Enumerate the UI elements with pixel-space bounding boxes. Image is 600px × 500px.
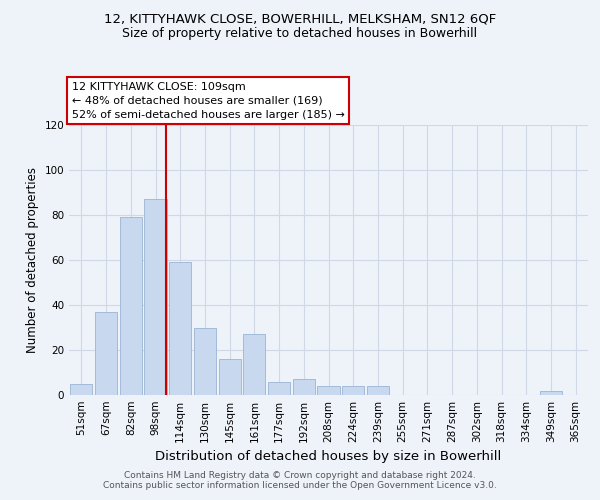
- Bar: [293, 379, 315, 395]
- Bar: [317, 386, 340, 395]
- X-axis label: Distribution of detached houses by size in Bowerhill: Distribution of detached houses by size …: [155, 450, 502, 464]
- Bar: [119, 217, 142, 395]
- Bar: [540, 390, 562, 395]
- Bar: [70, 384, 92, 395]
- Text: 12 KITTYHAWK CLOSE: 109sqm
← 48% of detached houses are smaller (169)
52% of sem: 12 KITTYHAWK CLOSE: 109sqm ← 48% of deta…: [71, 82, 344, 120]
- Text: 12, KITTYHAWK CLOSE, BOWERHILL, MELKSHAM, SN12 6QF: 12, KITTYHAWK CLOSE, BOWERHILL, MELKSHAM…: [104, 12, 496, 26]
- Bar: [268, 382, 290, 395]
- Bar: [367, 386, 389, 395]
- Bar: [95, 312, 117, 395]
- Bar: [342, 386, 364, 395]
- Text: Size of property relative to detached houses in Bowerhill: Size of property relative to detached ho…: [122, 28, 478, 40]
- Bar: [194, 328, 216, 395]
- Bar: [169, 262, 191, 395]
- Bar: [145, 199, 167, 395]
- Bar: [243, 334, 265, 395]
- Y-axis label: Number of detached properties: Number of detached properties: [26, 167, 39, 353]
- Bar: [218, 359, 241, 395]
- Text: Contains HM Land Registry data © Crown copyright and database right 2024.
Contai: Contains HM Land Registry data © Crown c…: [103, 470, 497, 490]
